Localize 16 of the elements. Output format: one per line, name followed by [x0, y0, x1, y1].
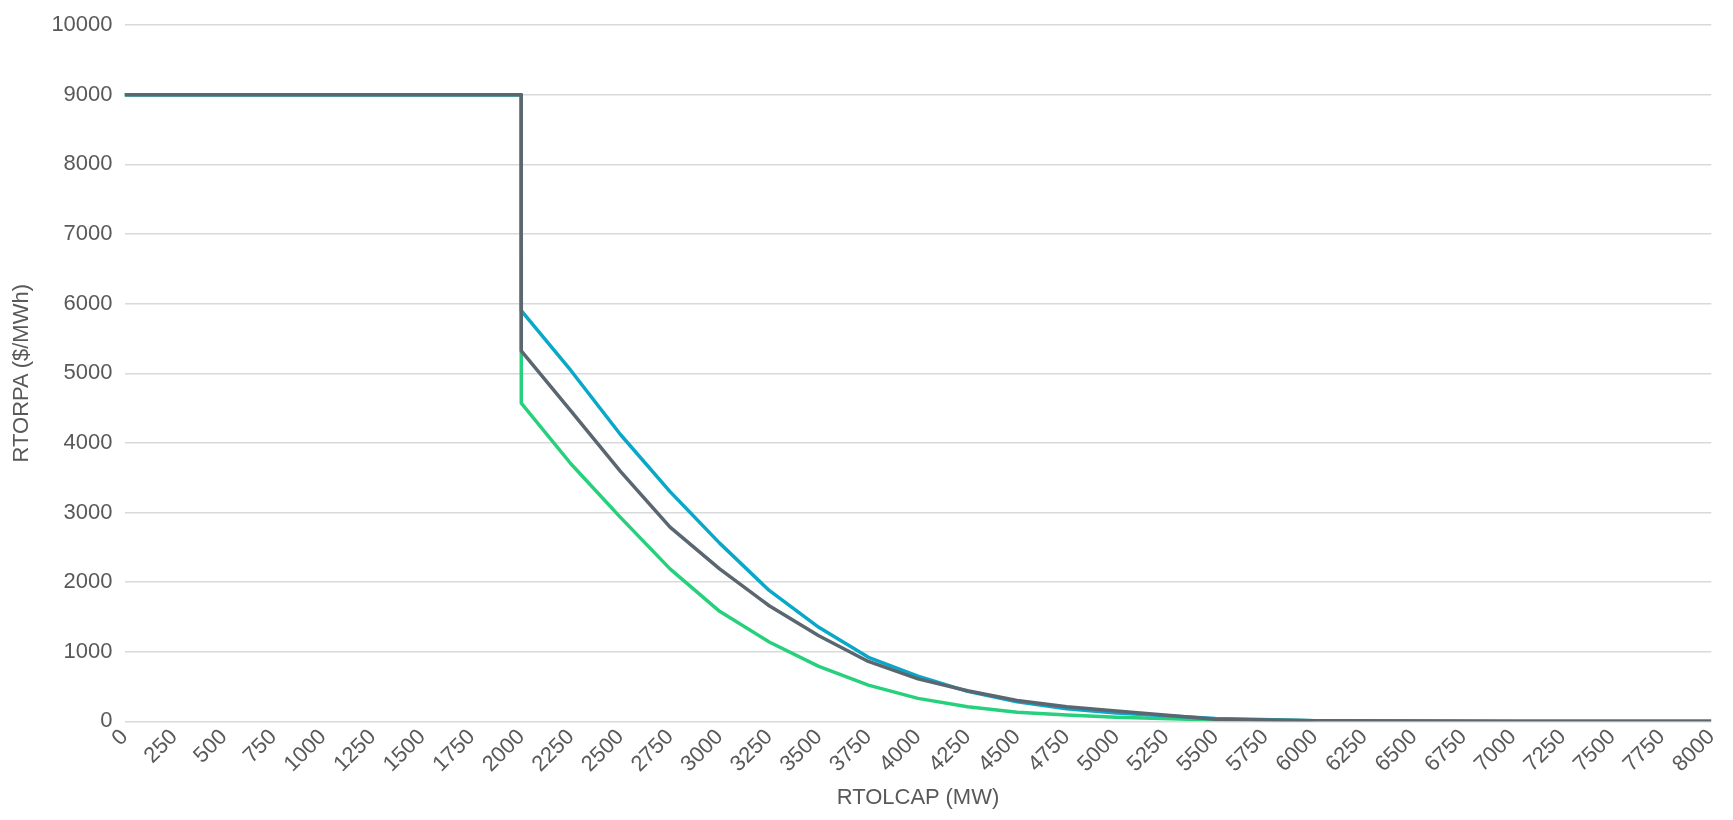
y-tick-label: 1000: [63, 637, 113, 663]
y-tick-label: 3000: [63, 498, 113, 524]
y-tick-label: 8000: [63, 150, 113, 176]
y-tick-label: 7000: [63, 220, 113, 246]
y-tick-label: 5000: [63, 359, 113, 385]
x-tick-label: 500: [187, 723, 232, 768]
y-tick-label: 10000: [51, 11, 113, 37]
y-axis-title: RTORPA ($/MWh): [8, 284, 34, 463]
x-tick-label: 250: [138, 723, 182, 768]
y-tick-label: 2000: [63, 568, 113, 594]
x-axis-title: RTOLCAP (MW): [836, 783, 1000, 809]
x-tick-label: 750: [237, 723, 282, 768]
y-tick-label: 6000: [63, 289, 113, 315]
y-tick-label: 9000: [63, 80, 113, 106]
y-tick-label: 4000: [63, 428, 113, 454]
y-tick-label: 0: [100, 707, 113, 733]
